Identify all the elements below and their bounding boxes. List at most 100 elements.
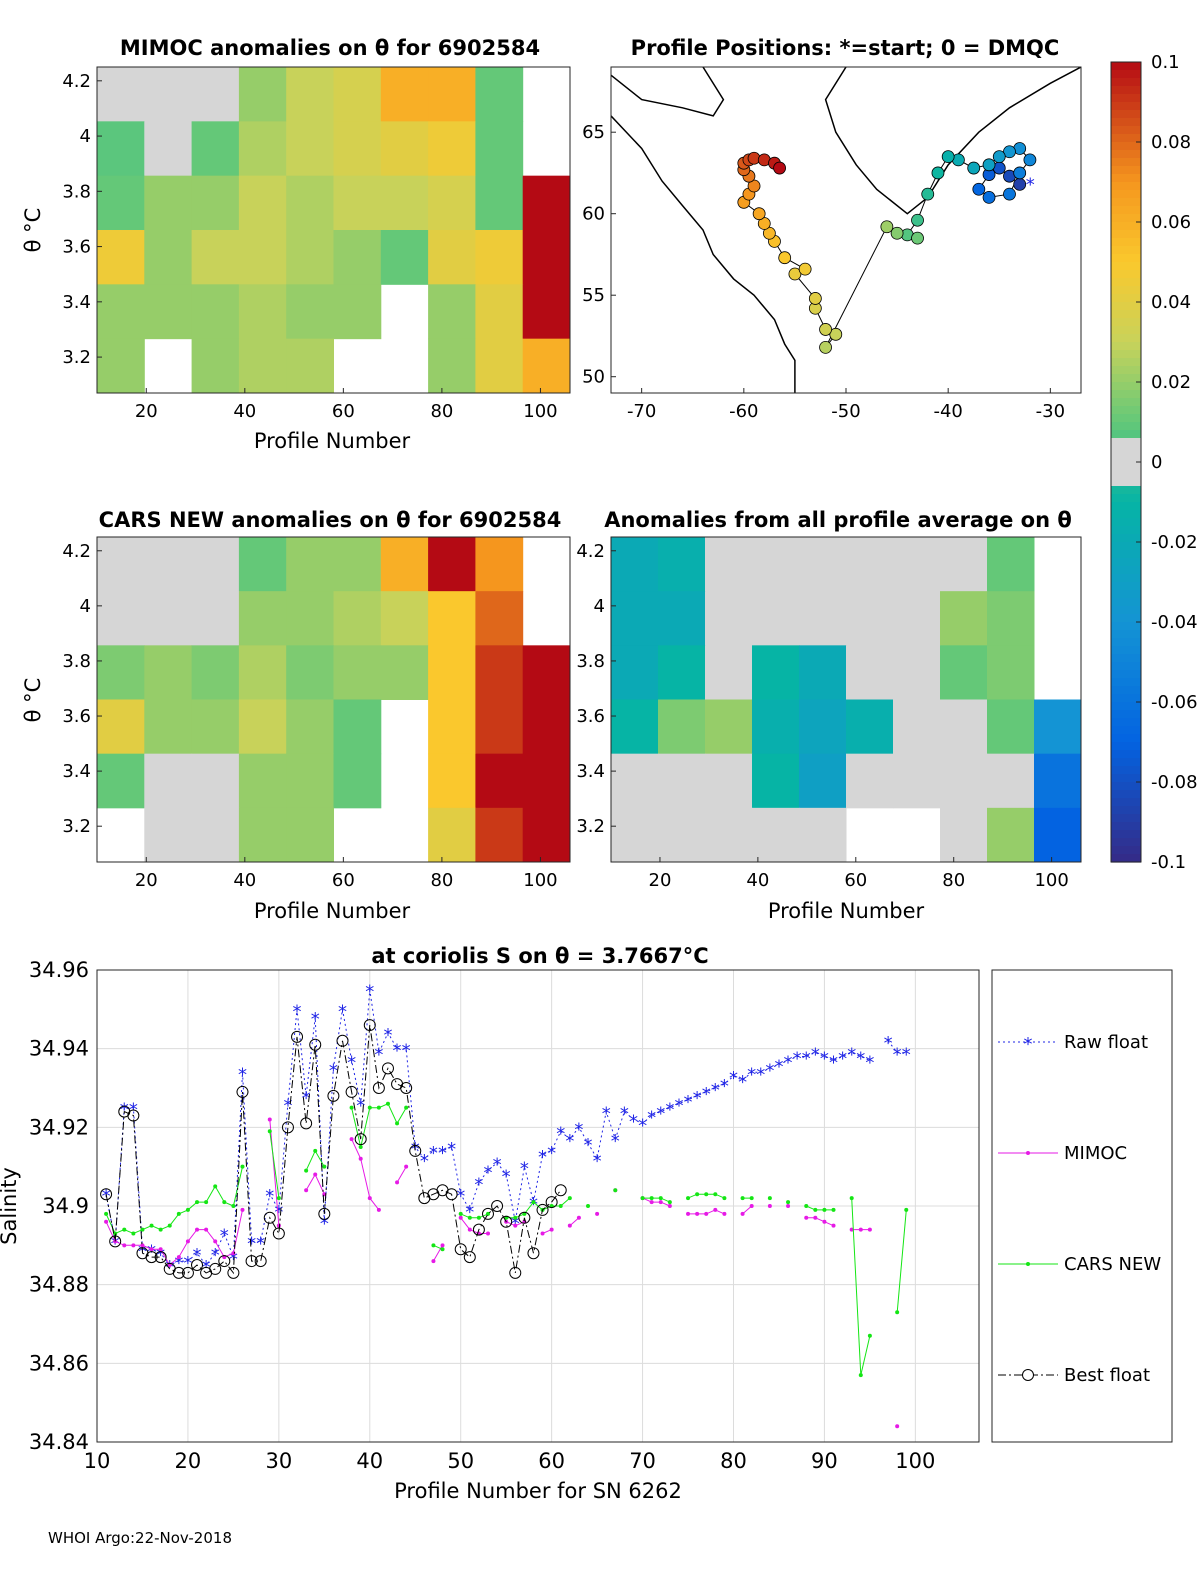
x-tick-label: 30 <box>265 1449 292 1473</box>
cars-point <box>140 1227 145 1232</box>
heat-cell <box>893 699 941 755</box>
colorbar-tick-label: -0.06 <box>1151 692 1198 713</box>
colorbar-segment <box>1111 486 1141 495</box>
cars-point <box>149 1223 154 1228</box>
raw-float-point: * <box>220 1226 229 1247</box>
heat-cell <box>611 753 659 809</box>
heat-cell <box>144 645 193 700</box>
best-float-point <box>272 1227 285 1240</box>
mimoc-point <box>404 1164 409 1169</box>
raw-float-point: * <box>538 1147 547 1168</box>
best-float-point <box>318 1207 331 1220</box>
heat-cell <box>97 699 145 755</box>
y-tick-label: 4.2 <box>576 541 605 562</box>
allavg-axes-frame <box>610 536 1082 863</box>
colorbar-segment <box>1111 310 1141 319</box>
colorbar-segment <box>1111 278 1141 287</box>
cars-point <box>395 1121 400 1126</box>
best-float-point <box>363 1019 376 1032</box>
best-float-point <box>536 1203 549 1216</box>
heat-cell <box>97 338 145 393</box>
y-tick-label: 34.96 <box>29 958 89 982</box>
x-tick-label: 40 <box>746 870 769 891</box>
cars-point <box>513 1215 518 1220</box>
heat-cell <box>799 591 847 646</box>
x-tick-label: 40 <box>233 401 256 422</box>
heat-cell <box>1034 807 1081 862</box>
heat-cell <box>191 591 240 646</box>
mimoc-point <box>649 1200 654 1205</box>
mimoc-point <box>140 1243 145 1248</box>
colorbar-segment <box>1111 622 1141 631</box>
mimoc-point <box>185 1239 190 1244</box>
cars-point <box>849 1196 854 1201</box>
heat-cell <box>333 537 382 592</box>
salinity-panel-title: at coriolis S on θ = 3.7667°C <box>371 944 708 968</box>
best-float-point <box>300 1117 313 1130</box>
mimoc-point <box>440 1243 445 1248</box>
colorbar-segment <box>1111 806 1141 815</box>
x-tick-label: 20 <box>175 1449 202 1473</box>
profile-position-marker <box>972 182 986 196</box>
heat-cell <box>611 699 659 755</box>
raw-float-point: * <box>438 1143 447 1164</box>
raw-float-point: * <box>884 1033 893 1054</box>
mimoc-point <box>149 1247 154 1252</box>
cars-point <box>649 1196 654 1201</box>
colorbar-segment <box>1111 718 1141 727</box>
raw-float-point: * <box>356 1096 365 1117</box>
x-tick-label: 80 <box>430 870 453 891</box>
x-tick-label: 100 <box>1034 870 1068 891</box>
cars-point <box>804 1204 809 1208</box>
raw-float-point: * <box>165 1257 174 1278</box>
heat-cell <box>705 807 753 862</box>
profile-position-marker <box>808 292 822 305</box>
salinity-ticks: 10 20 30 40 50 60 70 80 90 100 34.84 34.86 34.88 34.9… <box>29 958 936 1473</box>
best-float-point <box>227 1266 240 1279</box>
colorbar-segment <box>1111 390 1141 399</box>
raw-float-point: * <box>156 1245 165 1266</box>
x-tick-label: 40 <box>356 1449 383 1473</box>
mimoc-point <box>131 1243 136 1248</box>
best-float-point <box>381 1062 394 1075</box>
y-tick-label: 3.4 <box>576 761 605 782</box>
colorbar-segment <box>1111 774 1141 783</box>
salinity-axes-frame <box>96 969 980 1443</box>
colorbar-segment <box>1111 374 1141 383</box>
heat-cell <box>475 175 524 231</box>
heat-cell <box>238 537 287 592</box>
heat-cell <box>97 67 145 122</box>
legend-mimoc-label: MIMOC <box>1064 1143 1127 1164</box>
raw-float-point: * <box>893 1045 902 1066</box>
best-float-point <box>181 1266 194 1279</box>
best-float-point <box>209 1262 222 1275</box>
colorbar-segment <box>1111 670 1141 679</box>
heat-cell <box>428 175 476 231</box>
best-float-point <box>154 1251 167 1264</box>
raw-float-point: * <box>729 1068 738 1089</box>
colorbar-segment <box>1111 502 1141 511</box>
cars-point <box>713 1192 718 1197</box>
y-tick-label: 55 <box>582 285 605 306</box>
colorbar-segment <box>1111 254 1141 263</box>
raw-float-point: * <box>483 1163 492 1184</box>
raw-float-point: * <box>247 1233 256 1254</box>
y-tick-label: 3.2 <box>62 347 91 368</box>
x-tick-label: 20 <box>135 401 158 422</box>
heat-cell <box>475 753 524 809</box>
cars-point <box>431 1243 436 1248</box>
heat-cell <box>987 753 1035 809</box>
best-float-point <box>345 1085 358 1098</box>
raw-float-point: * <box>429 1143 438 1164</box>
colorbar-tick-label: -0.04 <box>1151 612 1198 633</box>
y-tick-label: 34.86 <box>29 1351 89 1375</box>
heat-cell <box>238 645 287 700</box>
colorbar-segment <box>1111 366 1141 375</box>
colorbar-segment <box>1111 542 1141 551</box>
cars-point <box>122 1227 127 1232</box>
best-float-point <box>109 1235 122 1248</box>
salinity-ylabel: Salinity <box>0 1167 21 1245</box>
cars-point <box>740 1196 745 1201</box>
colorbar-segment <box>1111 174 1141 183</box>
mimoc-point <box>395 1180 400 1185</box>
